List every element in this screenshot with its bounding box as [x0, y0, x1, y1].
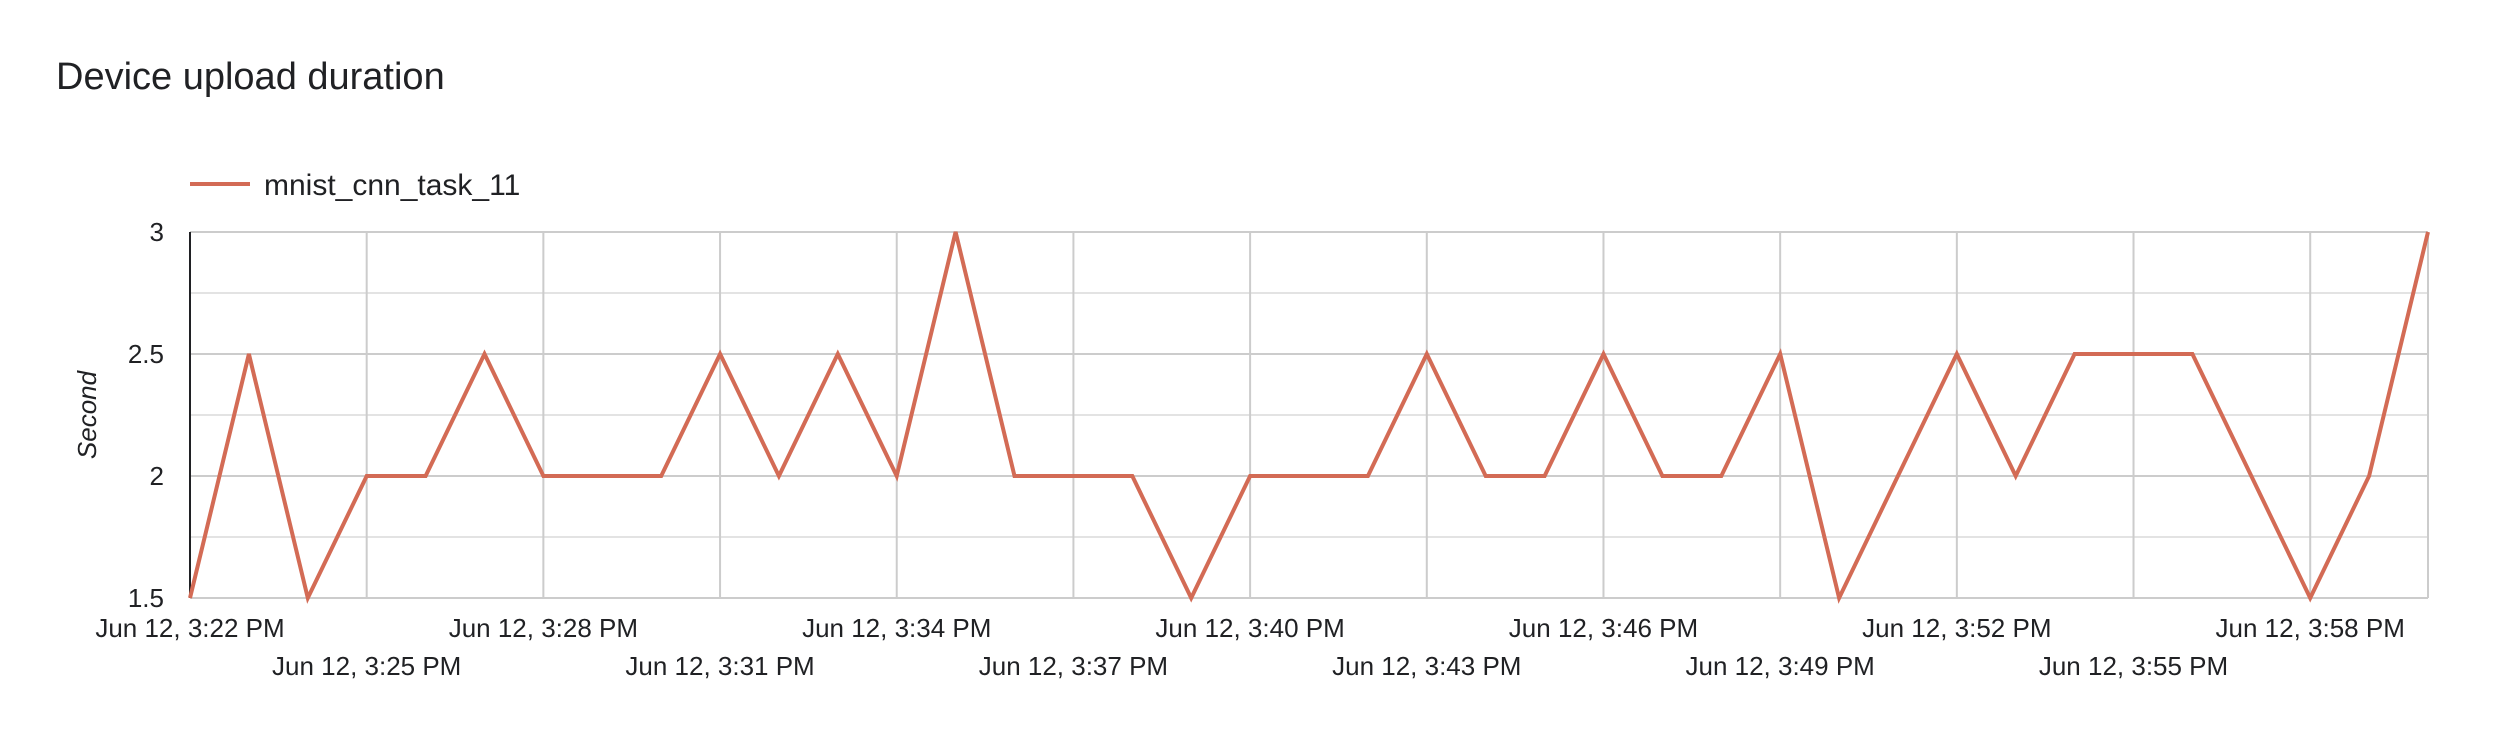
y-tick-label: 3	[150, 217, 164, 247]
x-tick-label: Jun 12, 3:46 PM	[1509, 613, 1698, 643]
chart-title: Device upload duration	[56, 56, 445, 98]
x-tick-label: Jun 12, 3:40 PM	[1155, 613, 1344, 643]
x-tick-label: Jun 12, 3:52 PM	[1862, 613, 2051, 643]
x-tick-label: Jun 12, 3:49 PM	[1685, 651, 1874, 681]
x-tick-label: Jun 12, 3:37 PM	[979, 651, 1168, 681]
x-tick-label: Jun 12, 3:43 PM	[1332, 651, 1521, 681]
series-layer	[188, 231, 2430, 604]
legend: mnist_cnn_task_11	[190, 169, 520, 202]
grid-layer	[190, 231, 2429, 599]
y-axis-label: Second	[72, 369, 102, 459]
y-tick-label: 1.5	[128, 583, 164, 613]
x-tick-label: Jun 12, 3:28 PM	[449, 613, 638, 643]
x-tick-label: Jun 12, 3:55 PM	[2039, 651, 2228, 681]
y-tick-label: 2	[150, 461, 164, 491]
x-tick-label: Jun 12, 3:31 PM	[625, 651, 814, 681]
x-tick-label: Jun 12, 3:25 PM	[272, 651, 461, 681]
y-tick-labels: 1.5 2 2.5 3	[128, 217, 164, 613]
legend-label: mnist_cnn_task_11	[264, 169, 520, 202]
x-tick-labels: Jun 12, 3:22 PM Jun 12, 3:25 PM Jun 12, 3:…	[95, 613, 2405, 681]
x-tick-label: Jun 12, 3:34 PM	[802, 613, 991, 643]
x-tick-label: Jun 12, 3:22 PM	[95, 613, 284, 643]
x-tick-label: Jun 12, 3:58 PM	[2216, 613, 2405, 643]
y-tick-label: 2.5	[128, 339, 164, 369]
